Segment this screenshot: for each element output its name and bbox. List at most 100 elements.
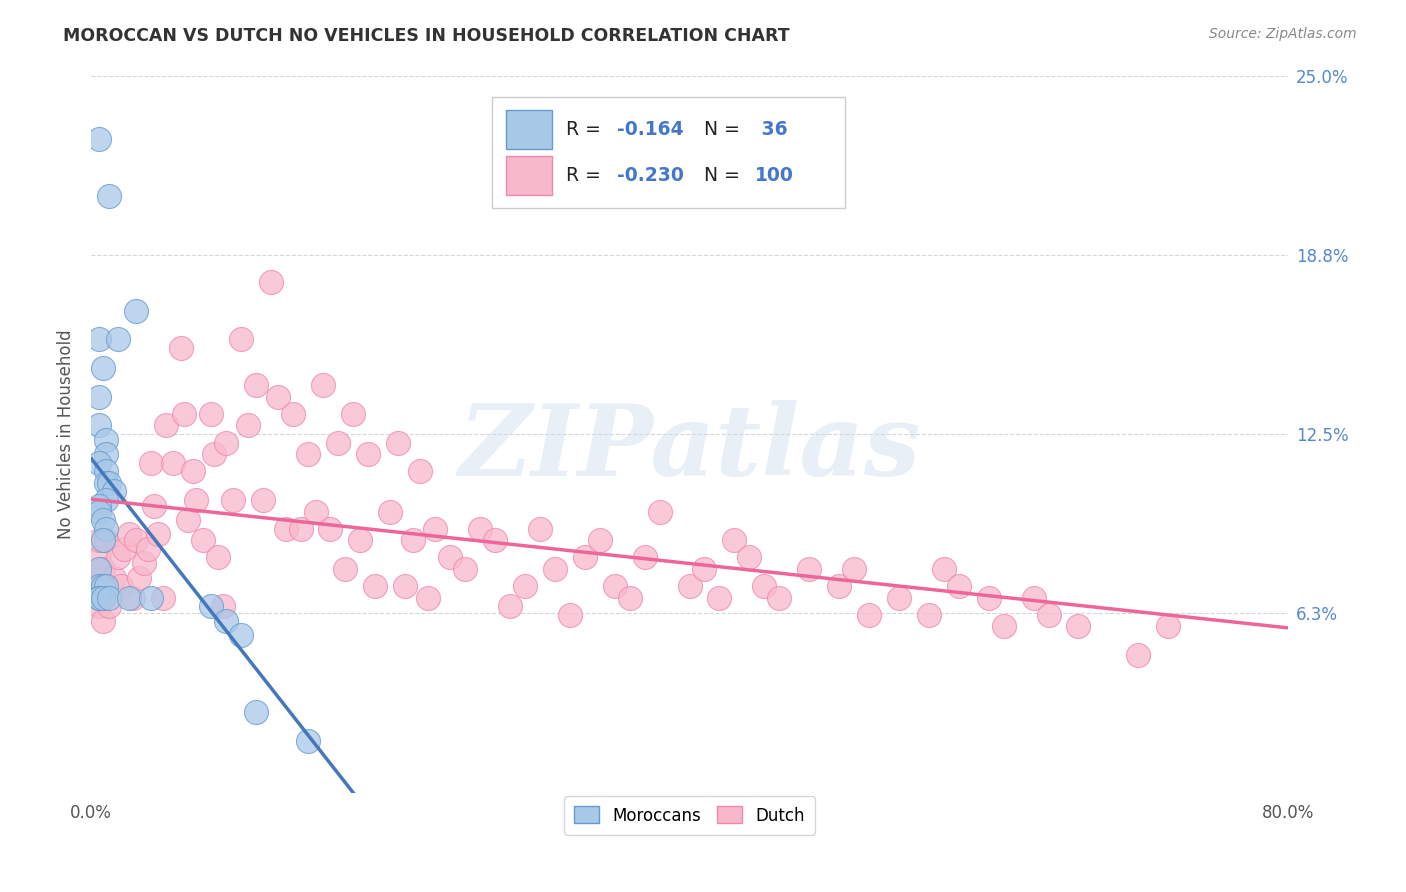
- Point: [91, 361, 114, 376]
- Text: -0.230: -0.230: [616, 166, 683, 185]
- Point: [342, 407, 364, 421]
- Point: [139, 456, 162, 470]
- Point: [484, 533, 506, 548]
- Point: [267, 390, 290, 404]
- Point: [312, 378, 335, 392]
- Point: [112, 541, 135, 556]
- Point: [110, 579, 132, 593]
- Point: [117, 591, 139, 605]
- Point: [87, 131, 110, 145]
- Text: N =: N =: [704, 120, 745, 139]
- Point: [260, 275, 283, 289]
- Point: [513, 579, 536, 593]
- Point: [94, 522, 117, 536]
- Point: [202, 447, 225, 461]
- Point: [98, 591, 121, 605]
- Point: [94, 447, 117, 461]
- Point: [290, 522, 312, 536]
- Point: [304, 504, 326, 518]
- Point: [87, 333, 110, 347]
- Point: [200, 599, 222, 614]
- Point: [416, 591, 439, 605]
- Point: [181, 464, 204, 478]
- Point: [425, 522, 447, 536]
- Point: [574, 550, 596, 565]
- FancyBboxPatch shape: [506, 156, 553, 195]
- Point: [128, 570, 150, 584]
- Point: [1038, 607, 1060, 622]
- Point: [394, 579, 416, 593]
- Point: [693, 562, 716, 576]
- Point: [87, 599, 110, 614]
- Point: [107, 550, 129, 565]
- Point: [87, 550, 110, 565]
- Point: [87, 585, 110, 599]
- Point: [454, 562, 477, 576]
- Point: [297, 734, 319, 748]
- Point: [858, 607, 880, 622]
- Text: 100: 100: [755, 166, 794, 185]
- Point: [297, 447, 319, 461]
- Point: [87, 562, 110, 576]
- Point: [94, 493, 117, 508]
- Text: R =: R =: [567, 166, 607, 185]
- Point: [977, 591, 1000, 605]
- Text: ZIPatlas: ZIPatlas: [458, 401, 921, 497]
- Point: [229, 333, 252, 347]
- Point: [409, 464, 432, 478]
- Point: [887, 591, 910, 605]
- Point: [229, 628, 252, 642]
- Point: [633, 550, 655, 565]
- Point: [1022, 591, 1045, 605]
- Point: [768, 591, 790, 605]
- Point: [87, 504, 110, 518]
- Point: [402, 533, 425, 548]
- Point: [91, 614, 114, 628]
- Point: [349, 533, 371, 548]
- Point: [364, 579, 387, 593]
- Text: Source: ZipAtlas.com: Source: ZipAtlas.com: [1209, 27, 1357, 41]
- Point: [94, 579, 117, 593]
- Point: [709, 591, 731, 605]
- Point: [193, 533, 215, 548]
- Point: [828, 579, 851, 593]
- Point: [842, 562, 865, 576]
- Point: [281, 407, 304, 421]
- Point: [103, 484, 125, 499]
- Point: [87, 390, 110, 404]
- Point: [252, 493, 274, 508]
- Point: [87, 591, 110, 605]
- Point: [87, 591, 110, 605]
- Point: [468, 522, 491, 536]
- Point: [87, 570, 110, 584]
- Point: [103, 570, 125, 584]
- Point: [222, 493, 245, 508]
- Point: [754, 579, 776, 593]
- Point: [245, 378, 267, 392]
- FancyBboxPatch shape: [506, 110, 553, 149]
- Point: [91, 513, 114, 527]
- Point: [589, 533, 612, 548]
- Point: [94, 464, 117, 478]
- Point: [87, 418, 110, 433]
- Point: [155, 418, 177, 433]
- Point: [177, 513, 200, 527]
- Y-axis label: No Vehicles in Household: No Vehicles in Household: [58, 329, 75, 539]
- Point: [380, 504, 402, 518]
- Point: [125, 303, 148, 318]
- Point: [619, 591, 641, 605]
- Point: [932, 562, 955, 576]
- Point: [207, 550, 229, 565]
- Point: [1157, 619, 1180, 633]
- Point: [544, 562, 567, 576]
- Point: [152, 591, 174, 605]
- Point: [245, 706, 267, 720]
- Point: [993, 619, 1015, 633]
- Point: [387, 435, 409, 450]
- Point: [439, 550, 461, 565]
- Point: [91, 579, 114, 593]
- Point: [125, 533, 148, 548]
- Point: [98, 475, 121, 490]
- Point: [211, 599, 233, 614]
- Point: [162, 456, 184, 470]
